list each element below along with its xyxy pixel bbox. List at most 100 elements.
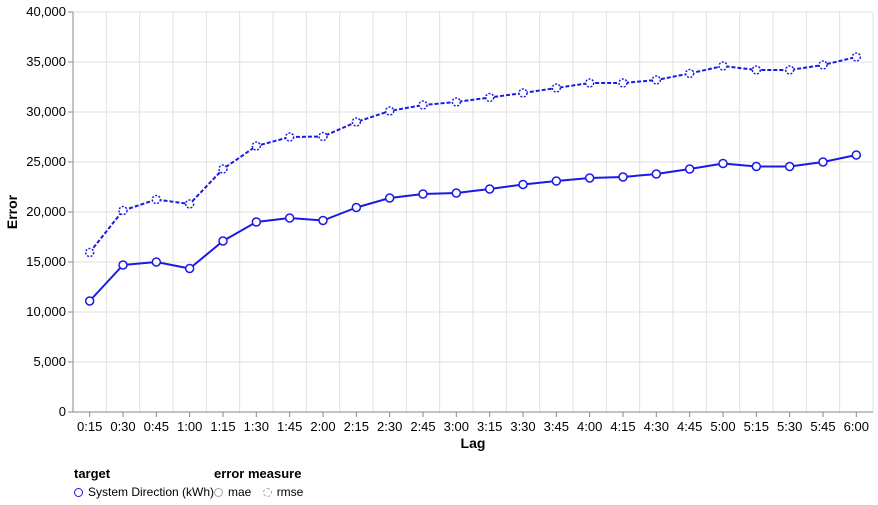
x-tick-label: 3:30 xyxy=(510,419,535,434)
x-tick-label: 2:00 xyxy=(310,419,335,434)
data-point-mae xyxy=(384,193,395,203)
x-axis-ticks: 0:15 0:30 0:45 1:00 1:15 1:30 1:45 2:00 2:15 2:30… xyxy=(77,412,869,434)
data-point-rmse xyxy=(151,194,162,205)
x-tick-label: 2:45 xyxy=(410,419,435,434)
x-tick-label: 1:45 xyxy=(277,419,302,434)
dashed-circle-icon xyxy=(262,487,272,497)
data-point-rmse xyxy=(384,106,395,116)
circle-icon xyxy=(214,487,223,497)
data-point-rmse xyxy=(318,131,328,142)
x-tick-label: 1:15 xyxy=(210,419,235,434)
y-tick-label: 30,000 xyxy=(26,104,66,119)
x-tick-label: 4:45 xyxy=(677,419,702,434)
data-point-mae xyxy=(584,173,595,183)
data-point-rmse xyxy=(818,60,828,70)
series-line-mae xyxy=(88,154,857,302)
data-point-rmse xyxy=(718,61,728,71)
legend-item-label: mae xyxy=(228,485,252,499)
legend-item-system-direction[interactable]: System Direction (kWh) xyxy=(74,485,214,499)
x-tick-label: 0:30 xyxy=(110,419,135,434)
data-point-rmse xyxy=(218,164,228,174)
data-point-mae xyxy=(518,179,528,190)
legend-error-measure: error measure mae rmse xyxy=(214,466,311,500)
x-tick-label: 3:15 xyxy=(477,419,502,434)
x-tick-label: 3:45 xyxy=(544,419,569,434)
legend-target: target System Direction (kWh) xyxy=(74,466,222,500)
data-point-rmse xyxy=(684,68,695,79)
x-tick-label: 2:15 xyxy=(344,419,369,434)
legend-item-mae[interactable]: mae xyxy=(214,485,251,499)
data-point-rmse xyxy=(451,97,462,107)
data-point-rmse xyxy=(551,83,562,93)
y-tick-label: 35,000 xyxy=(26,54,66,69)
x-tick-label: 4:00 xyxy=(577,419,602,434)
data-point-mae xyxy=(218,236,228,246)
data-point-mae xyxy=(784,161,795,172)
data-point-mae xyxy=(751,161,762,172)
data-point-rmse xyxy=(351,117,362,127)
data-point-rmse xyxy=(84,247,95,258)
x-axis-title: Lag xyxy=(461,435,486,451)
y-tick-label: 10,000 xyxy=(26,304,66,319)
x-tick-label: 1:30 xyxy=(244,419,269,434)
data-point-mae xyxy=(351,202,362,213)
data-point-rmse xyxy=(851,52,862,62)
y-tick-label: 15,000 xyxy=(26,254,66,269)
x-tick-label: 4:15 xyxy=(610,419,635,434)
data-point-mae xyxy=(251,217,262,227)
x-tick-label: 5:45 xyxy=(810,419,835,434)
data-point-mae xyxy=(84,296,95,306)
x-tick-label: 5:15 xyxy=(744,419,769,434)
data-point-rmse xyxy=(751,65,762,75)
data-point-rmse xyxy=(251,141,262,151)
data-point-mae xyxy=(184,263,195,274)
data-point-mae xyxy=(551,176,562,186)
data-point-rmse xyxy=(284,132,295,142)
data-point-mae xyxy=(284,213,295,223)
data-point-mae xyxy=(851,150,862,160)
x-tick-label: 5:30 xyxy=(777,419,802,434)
x-tick-label: 1:00 xyxy=(177,419,202,434)
data-point-mae xyxy=(684,164,695,174)
gridlines xyxy=(72,11,874,413)
y-axis-ticks: 0 5,000 10,000 15,000 20,000 25,000 30,000 35,0… xyxy=(26,4,73,419)
x-tick-label: 0:15 xyxy=(77,419,102,434)
x-tick-label: 3:00 xyxy=(444,419,469,434)
x-tick-label: 2:30 xyxy=(377,419,402,434)
data-point-mae xyxy=(618,172,628,182)
data-point-rmse xyxy=(418,100,428,110)
legend-item-label: rmse xyxy=(276,485,304,499)
x-tick-label: 4:30 xyxy=(644,419,669,434)
circle-icon xyxy=(74,487,83,497)
x-tick-label: 6:00 xyxy=(844,419,869,434)
series-line-rmse xyxy=(88,56,857,254)
y-tick-label: 5,000 xyxy=(33,354,66,369)
data-point-rmse xyxy=(184,199,195,209)
data-point-mae xyxy=(451,188,462,198)
data-point-mae xyxy=(118,260,128,270)
data-point-rmse xyxy=(518,88,528,98)
data-point-rmse xyxy=(618,78,628,88)
legend-measure-title: error measure xyxy=(214,466,302,481)
data-point-rmse xyxy=(484,92,495,103)
y-axis-title: Error xyxy=(4,194,20,229)
data-point-rmse xyxy=(118,205,128,216)
data-point-rmse xyxy=(784,65,795,75)
y-tick-label: 25,000 xyxy=(26,154,66,169)
data-point-mae xyxy=(818,157,828,167)
data-point-mae xyxy=(151,257,162,267)
data-point-mae xyxy=(484,184,495,194)
series-layer xyxy=(84,52,862,306)
data-point-mae xyxy=(318,215,328,226)
legend-target-title: target xyxy=(74,466,111,481)
data-point-rmse xyxy=(584,78,595,88)
y-tick-label: 40,000 xyxy=(26,4,66,19)
legend-item-label: System Direction (kWh) xyxy=(88,485,215,499)
y-tick-label: 0 xyxy=(59,404,66,419)
y-tick-label: 20,000 xyxy=(26,204,66,219)
x-tick-label: 5:00 xyxy=(710,419,735,434)
legend-item-rmse[interactable]: rmse xyxy=(262,485,304,499)
data-point-mae xyxy=(418,189,428,199)
x-tick-label: 0:45 xyxy=(144,419,169,434)
